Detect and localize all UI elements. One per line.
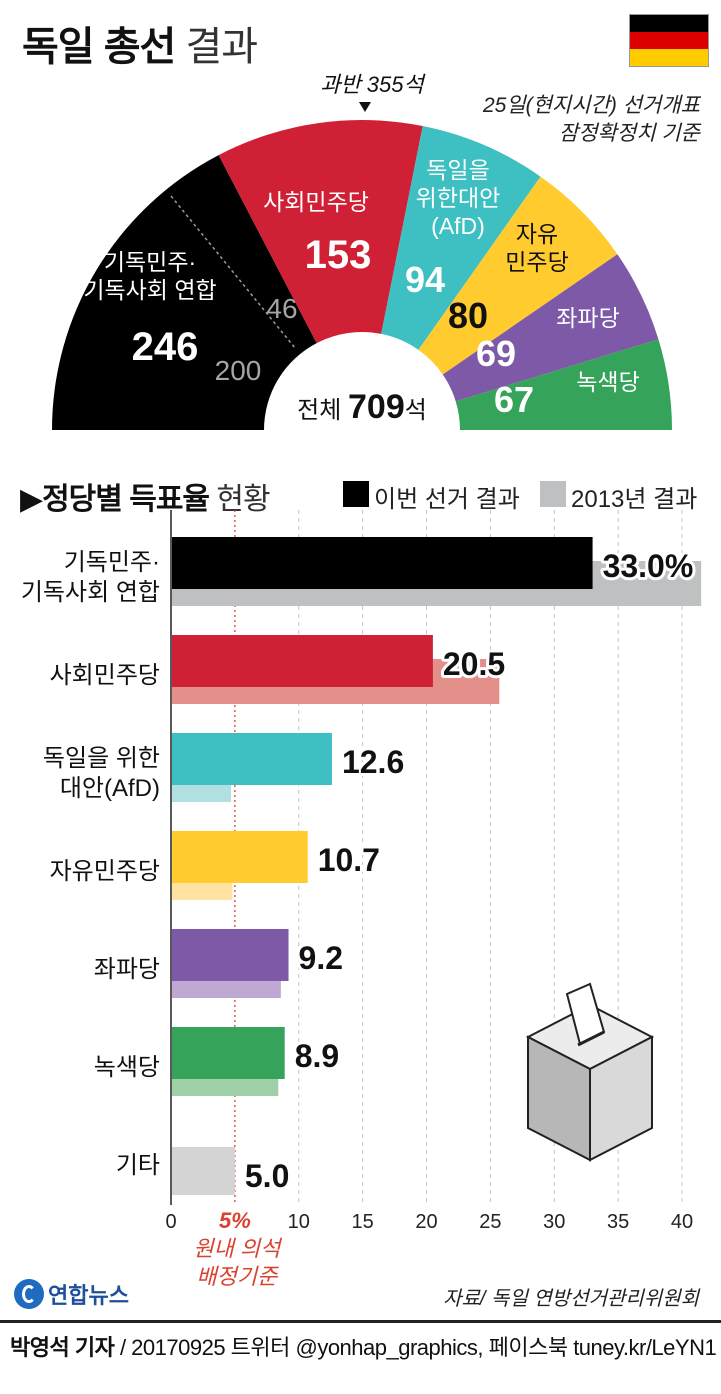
- credit-line: 박영석 기자 / 20170925 트위터 @yonhap_graphics, …: [10, 1330, 717, 1362]
- section-heading: ▶정당별 득표율 현황: [20, 483, 271, 516]
- party-name-label: 민주당: [505, 249, 568, 275]
- bar-value-label: 5.0: [245, 1158, 289, 1194]
- category-label: 좌파당: [94, 956, 160, 983]
- seat-wedge: [442, 254, 659, 402]
- seat-count-label: 69: [476, 333, 516, 374]
- credit-details: / 20170925 트위터 @yonhap_graphics, 페이스북 tu…: [114, 1335, 717, 1360]
- yonhap-logo: 연합뉴스: [14, 1278, 129, 1310]
- bar-value-label: 20.5: [443, 646, 505, 682]
- majority-marker-icon: [359, 102, 371, 112]
- seat-wedge: [455, 339, 672, 430]
- flag-stripe-black: [630, 15, 708, 32]
- seat-count-label: 94: [405, 259, 445, 300]
- bar-value-label: 8.9: [295, 1038, 339, 1074]
- seat-count-label: 67: [494, 379, 534, 420]
- seat-count-label: 80: [448, 295, 488, 336]
- ballot-slot: [577, 1030, 605, 1047]
- count-basis-note: 잠정확정치 기준: [559, 122, 702, 145]
- reference-line-label: 원내 의석: [193, 1236, 283, 1261]
- x-tick-label: 20: [415, 1211, 437, 1233]
- party-name-label: 녹색당: [576, 369, 639, 395]
- bar-current: [172, 733, 332, 785]
- page-title: 독일 총선 결과: [22, 14, 258, 72]
- seat-wedge: [52, 155, 317, 431]
- majority-label: 과반 355석: [320, 72, 426, 97]
- category-label: 기타: [116, 1152, 160, 1179]
- logo-text: 연합뉴스: [48, 1283, 129, 1308]
- reference-line-label: 배정기준: [196, 1264, 279, 1289]
- legend-swatch-previous: [540, 481, 566, 507]
- count-basis-note: 25일(현지시간) 선거개표: [482, 94, 702, 117]
- party-name-label: 자유: [516, 221, 558, 247]
- bar-value-label: 9.2: [299, 940, 343, 976]
- bar-current: [172, 929, 289, 981]
- seat-wedge: [381, 126, 541, 350]
- flag-stripe-gold: [630, 48, 708, 66]
- section-title: 정당별 득표율: [42, 483, 210, 516]
- seat-count-label: 246: [132, 325, 199, 369]
- germany-flag-icon: [629, 14, 709, 67]
- x-tick-label: 25: [479, 1211, 501, 1233]
- seat-count-label: 153: [305, 233, 372, 277]
- party-name-label: 독일을: [426, 157, 489, 183]
- category-label: 녹색당: [94, 1054, 160, 1081]
- x-tick-label: 10: [288, 1211, 310, 1233]
- bar-value-label: 12.6: [342, 744, 404, 780]
- ballot-box-icon: [525, 982, 655, 1162]
- bar-current: [172, 635, 433, 687]
- party-name-label: (AfD): [431, 213, 485, 239]
- title-light: 결과: [185, 25, 258, 69]
- party-name-label: 좌파당: [556, 305, 619, 331]
- category-label: 기독사회 연합: [21, 579, 160, 606]
- credit-divider: [0, 1320, 721, 1323]
- bar-current: [172, 1027, 285, 1079]
- title-main: 독일 총선: [22, 25, 176, 69]
- party-name-label: 기독사회 연합: [83, 277, 216, 303]
- flag-stripe-red: [630, 31, 708, 49]
- party-name-label: 기독민주·: [104, 249, 196, 275]
- bar-current: [172, 831, 308, 883]
- category-label: 대안(AfD): [60, 775, 160, 802]
- bar-current: [172, 1147, 235, 1195]
- x-tick-label: 30: [543, 1211, 565, 1233]
- x-tick-label: 0: [165, 1211, 176, 1233]
- bar-value-label: 10.7: [318, 842, 380, 878]
- seat-sub-count-label: 46: [266, 293, 297, 324]
- x-tick-label: 5%: [219, 1208, 251, 1233]
- x-tick-label: 15: [352, 1211, 374, 1233]
- legend-swatch-current: [343, 481, 369, 507]
- seat-wedge: [418, 176, 618, 375]
- ballot-box-right-side: [589, 1035, 653, 1162]
- category-label: 자유민주당: [50, 858, 160, 885]
- legend-label-current: 이번 선거 결과: [374, 486, 520, 513]
- reporter-name: 박영석 기자: [10, 1335, 115, 1360]
- total-seats-label: 전체 709석: [297, 388, 427, 426]
- category-label: 독일을 위한: [43, 745, 160, 772]
- seat-wedge: [218, 119, 423, 344]
- category-label: 기독민주·: [64, 549, 160, 576]
- x-tick-label: 40: [671, 1211, 693, 1233]
- bar-value-label: 33.0%: [603, 548, 694, 584]
- source-note: 자료/ 독일 연방선거관리위원회: [443, 1288, 699, 1310]
- party-name-label: 위한대안: [416, 185, 501, 211]
- party-name-label: 사회민주당: [263, 189, 369, 215]
- yonhap-logo-icon: [14, 1279, 44, 1309]
- legend-label-previous: 2013년 결과: [571, 486, 698, 513]
- seat-sub-count-label: 200: [215, 355, 262, 386]
- section-title-light: 현황: [216, 483, 270, 516]
- category-label: 사회민주당: [50, 662, 160, 689]
- bar-current: [172, 537, 593, 589]
- x-tick-label: 35: [607, 1211, 629, 1233]
- seat-split-line: [170, 195, 297, 350]
